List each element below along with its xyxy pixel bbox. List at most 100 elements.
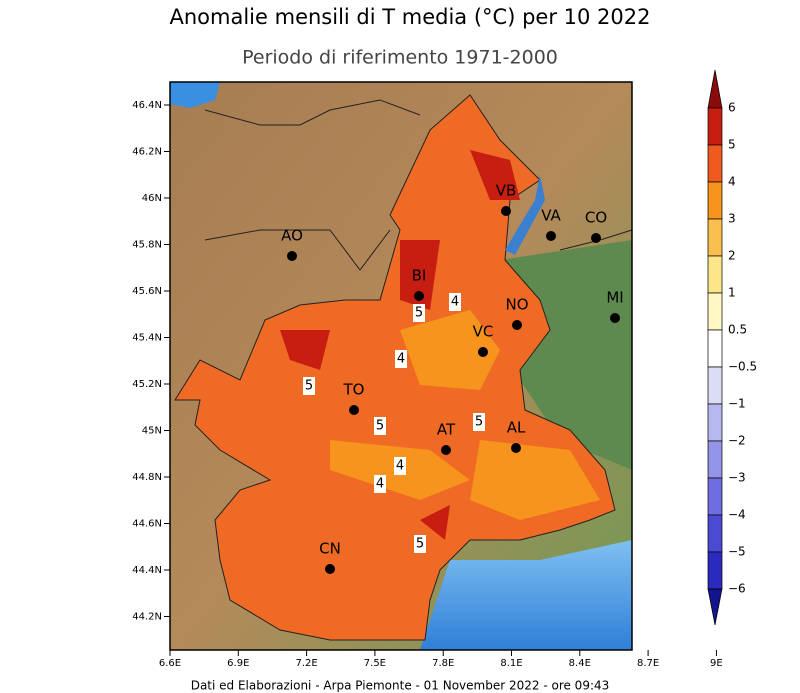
- colorbar-segment: [707, 477, 723, 516]
- colorbar-label: 0.5: [728, 323, 747, 337]
- colorbar-segment: [707, 181, 723, 220]
- contour-label: 5: [376, 419, 384, 434]
- contour-label: 4: [451, 295, 459, 310]
- contour-label: 4: [376, 477, 384, 492]
- contour-label-box: [414, 535, 426, 553]
- sea: [420, 540, 632, 650]
- contour-label: 5: [475, 415, 483, 430]
- city-dot: [349, 405, 359, 415]
- lat-label: 45.8N: [132, 240, 162, 251]
- lon-label: 7.5E: [364, 658, 386, 669]
- contour-label-box: [303, 377, 315, 395]
- contour-label: 5: [416, 537, 424, 552]
- colorbar-label: 4: [728, 175, 736, 189]
- lat-label: 44.6N: [132, 519, 162, 530]
- lon-label: 7.2E: [295, 658, 317, 669]
- lake: [170, 82, 220, 108]
- footer: Dati ed Elaborazioni - Arpa Piemonte - 0…: [191, 679, 610, 693]
- anomaly-area-5-6: [280, 150, 520, 540]
- colorbar-segment: [707, 107, 723, 146]
- city-label: VC: [473, 323, 494, 341]
- colorbar-segment: [707, 551, 723, 590]
- city-label: TO: [343, 381, 365, 399]
- contour-label-box: [395, 350, 407, 368]
- city-label: VA: [541, 207, 561, 225]
- colorbar-segment: [707, 292, 723, 331]
- colorbar-label: 1: [728, 286, 736, 300]
- colorbar-label: −3: [728, 471, 746, 485]
- colorbar-segment: [707, 514, 723, 553]
- lon-label: 8.7E: [637, 658, 659, 669]
- lat-label: 46.4N: [132, 100, 162, 111]
- lat-label: 44.8N: [132, 472, 162, 483]
- lon-label: 7.8E: [432, 658, 454, 669]
- colorbar-label: −4: [728, 508, 746, 522]
- lat-label: 45.4N: [132, 333, 162, 344]
- city-label: AO: [281, 227, 303, 245]
- colorbar-segment: [707, 403, 723, 442]
- colorbar-label: −0.5: [728, 360, 757, 374]
- city-label: NO: [505, 296, 528, 314]
- city-dot: [512, 320, 522, 330]
- lat-label: 46N: [142, 193, 162, 204]
- city-dot: [591, 233, 601, 243]
- lon-label: 8.4E: [569, 658, 591, 669]
- colorbar-tip: [707, 69, 723, 109]
- contour-label: 4: [397, 352, 405, 367]
- city-label: CN: [319, 540, 341, 558]
- lat-label: 45N: [142, 426, 162, 437]
- lon-label: 9E: [710, 658, 723, 669]
- colorbar-segment: [707, 440, 723, 479]
- lat-label: 44.2N: [132, 612, 162, 623]
- colorbar-label: −6: [728, 582, 746, 596]
- colorbar-label: 6: [728, 101, 736, 115]
- colorbar-tip: [707, 588, 723, 626]
- contour-label-box: [374, 417, 386, 435]
- colorbar-segment: [707, 329, 723, 368]
- colorbar-label: 3: [728, 212, 736, 226]
- river-lake: [505, 175, 545, 255]
- title: Anomalie mensili di T media (°C) per 10 …: [170, 5, 651, 29]
- city-dot: [511, 443, 521, 453]
- city-dot: [441, 445, 451, 455]
- colorbar-label: 5: [728, 138, 736, 152]
- colorbar-label: 2: [728, 249, 736, 263]
- contour-label-box: [374, 475, 386, 493]
- city-label: VB: [496, 182, 517, 200]
- lat-label: 46.2N: [132, 147, 162, 158]
- city-dot: [501, 206, 511, 216]
- city-label: AT: [437, 421, 456, 439]
- city-dot: [325, 564, 335, 574]
- contour-label: 5: [305, 379, 313, 394]
- contour-label: 4: [396, 459, 404, 474]
- contour-label-box: [473, 413, 485, 431]
- contour-label: 5: [415, 306, 423, 321]
- lat-label: 45.6N: [132, 286, 162, 297]
- lat-label: 44.4N: [132, 565, 162, 576]
- colorbar-label: −5: [728, 545, 746, 559]
- contour-label-box: [413, 304, 425, 322]
- lon-label: 8.1E: [500, 658, 522, 669]
- city-label: MI: [606, 289, 623, 307]
- subtitle: Periodo di riferimento 1971-2000: [242, 47, 558, 69]
- city-dot: [287, 251, 297, 261]
- lon-label: 6.6E: [159, 658, 181, 669]
- lat-label: 45.2N: [132, 379, 162, 390]
- colorbar-segment: [707, 218, 723, 257]
- colorbar-label: −2: [728, 434, 746, 448]
- colorbar-label: −1: [728, 397, 746, 411]
- city-dot: [610, 313, 620, 323]
- colorbar-segment: [707, 255, 723, 294]
- city-label: AL: [507, 419, 526, 437]
- city-label: CO: [585, 209, 607, 227]
- contour-label-box: [449, 293, 461, 311]
- colorbar-segment: [707, 366, 723, 405]
- city-label: BI: [412, 267, 427, 285]
- frame: [169, 81, 633, 651]
- city-dot: [546, 231, 556, 241]
- lon-label: 6.9E: [227, 658, 249, 669]
- city-dot: [478, 347, 488, 357]
- colorbar-segment: [707, 144, 723, 183]
- contour-label-box: [394, 457, 406, 475]
